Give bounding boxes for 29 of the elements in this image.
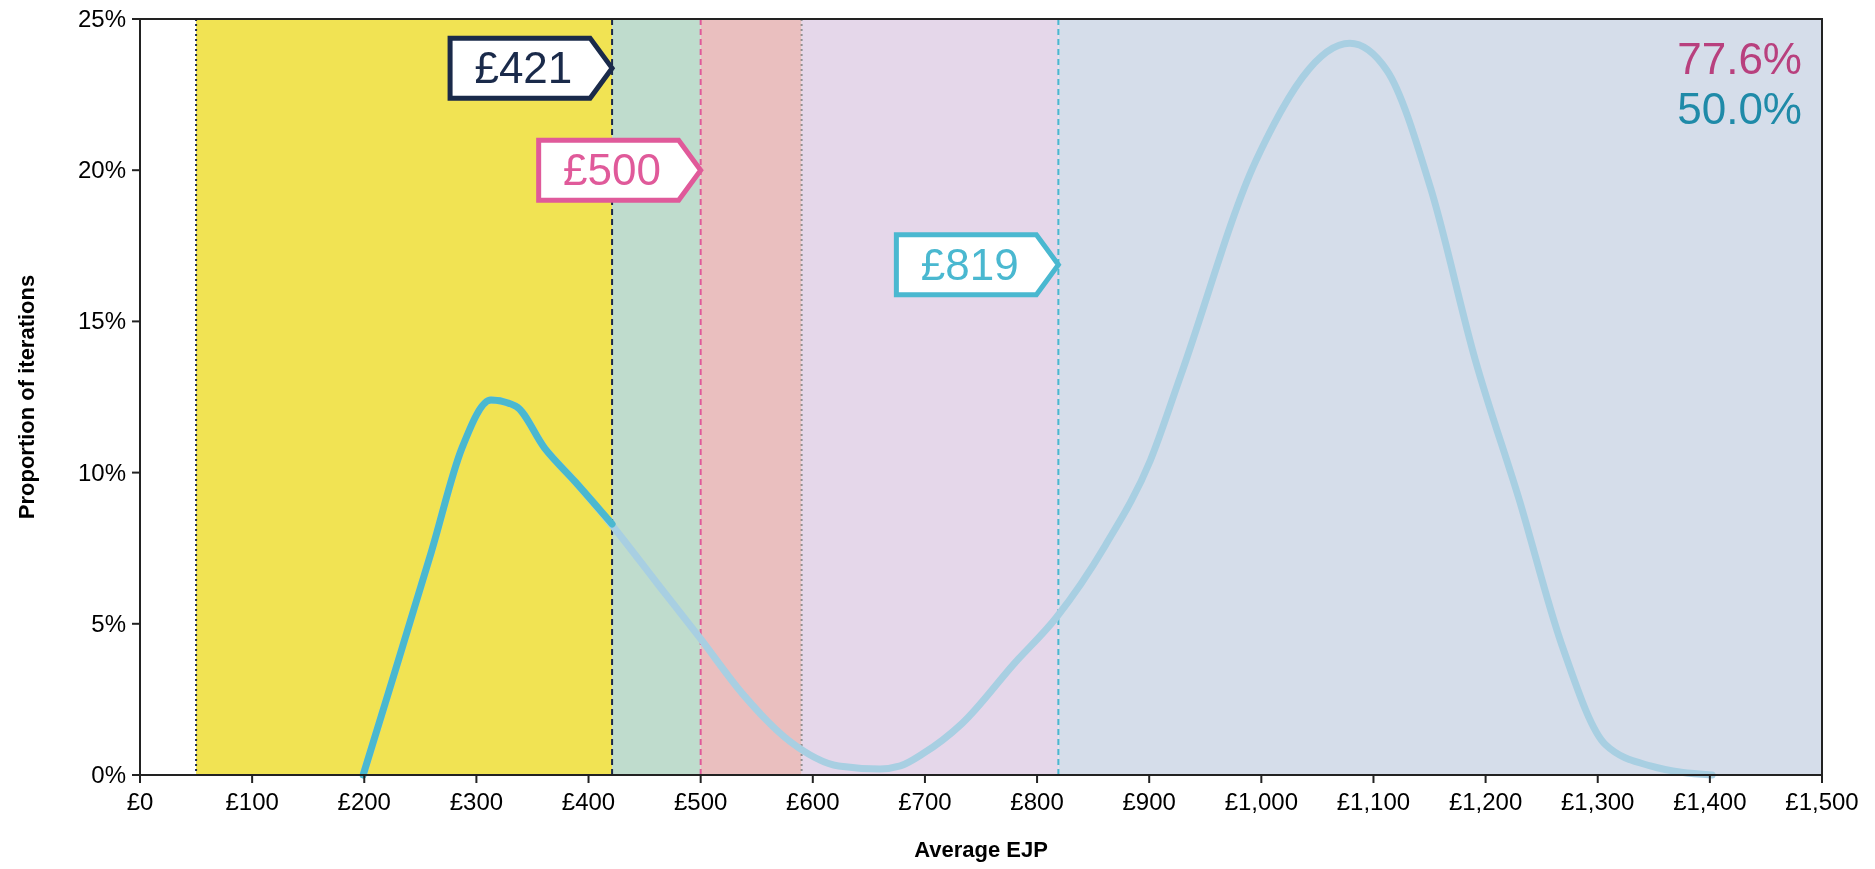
x-tick-label: £200 [337, 788, 391, 815]
ref-line-label: £500 [563, 145, 661, 195]
ref-line-label: £421 [474, 43, 573, 93]
y-tick-label: 5% [91, 609, 126, 637]
annotation: 50.0% [1677, 84, 1802, 133]
x-axis-title: Average EJP [914, 837, 1048, 862]
x-tick-label: £700 [898, 788, 952, 815]
x-tick-label: £1,000 [1224, 788, 1299, 815]
ref-line-label: £819 [920, 239, 1019, 289]
x-tick-label: £900 [1122, 788, 1176, 815]
x-tick-label: £1,200 [1448, 788, 1523, 815]
x-tick-label: £1,400 [1673, 788, 1747, 815]
x-tick-label: £1,500 [1785, 788, 1859, 815]
y-tick-label: 0% [91, 761, 126, 788]
x-tick-label: £300 [449, 788, 504, 815]
y-tick-label: 25% [77, 5, 126, 32]
x-tick-label: £1,300 [1561, 788, 1635, 815]
annotation: 77.6% [1677, 34, 1802, 83]
x-tick-label: £800 [1010, 788, 1064, 815]
y-axis-title: Proportion of iterations [14, 274, 39, 520]
y-tick-label: 20% [77, 156, 126, 184]
y-tick-label: 15% [77, 307, 126, 335]
x-tick-label: £1,100 [1336, 788, 1411, 815]
y-tick-label: 10% [77, 458, 126, 486]
x-tick-label: £0 [126, 788, 154, 815]
x-tick-label: £100 [225, 788, 279, 815]
x-tick-label: £600 [786, 788, 840, 815]
x-tick-label: £500 [673, 788, 728, 815]
x-tick-label: £400 [561, 788, 616, 815]
